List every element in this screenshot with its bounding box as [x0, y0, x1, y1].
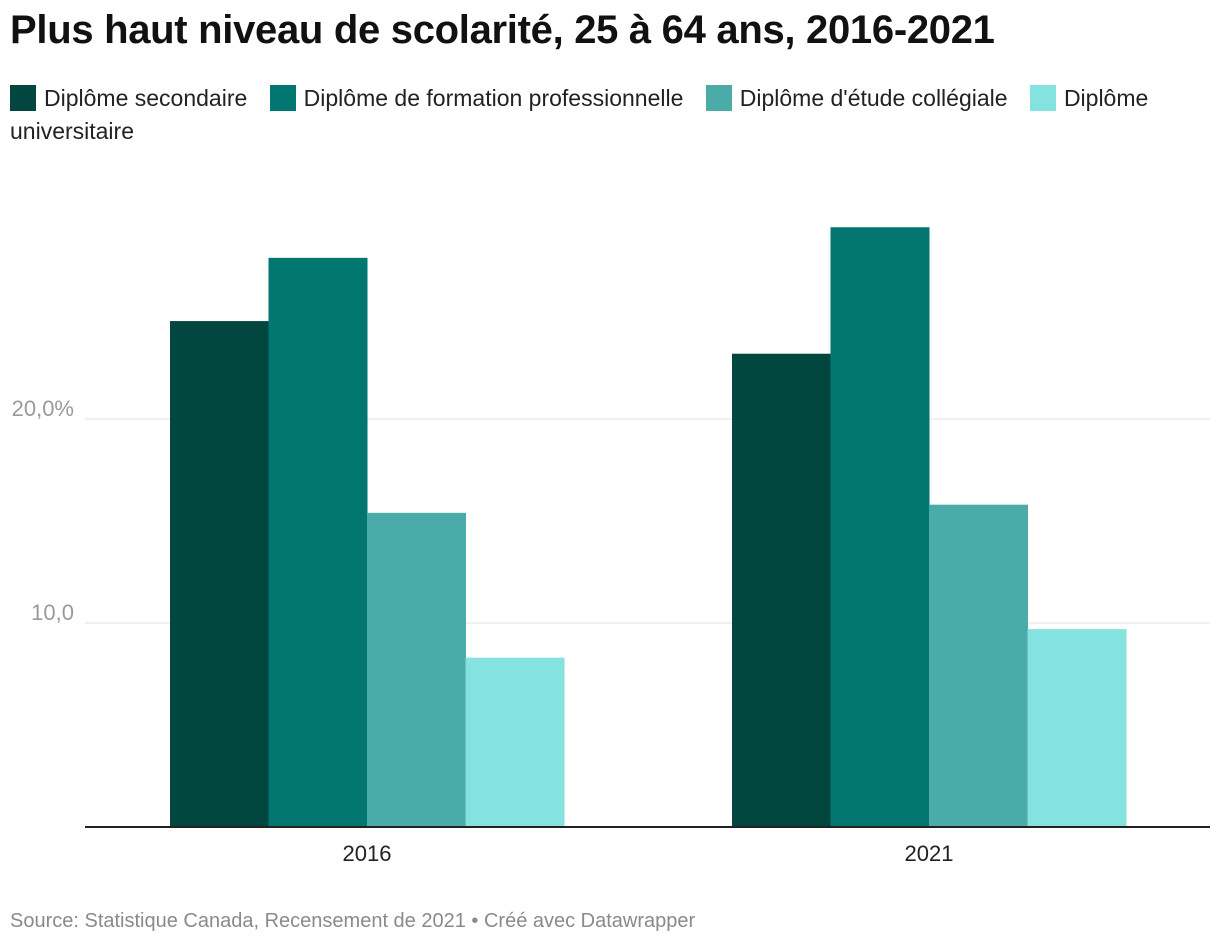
bar — [732, 353, 831, 827]
legend-swatch — [705, 85, 732, 111]
chart-title: Plus haut niveau de scolarité, 25 à 64 a… — [10, 8, 995, 52]
legend-label: Diplôme d'étude collégiale — [739, 85, 1008, 111]
legend-swatch — [269, 85, 296, 111]
source-note: Source: Statistique Canada, Recensement … — [10, 910, 696, 932]
bar — [465, 657, 565, 827]
legend-label: Diplôme de formation professionnelle — [303, 85, 684, 111]
y-tick-label: 20,0% — [12, 396, 74, 421]
x-tick-label: 2016 — [343, 841, 392, 866]
bar — [830, 227, 930, 828]
legend-swatch — [10, 85, 36, 111]
bar — [367, 512, 466, 827]
legend-label: Diplôme secondaire — [44, 85, 248, 111]
legend-item: Diplôme secondaire — [10, 85, 247, 111]
legend-swatch — [1029, 85, 1056, 111]
legend-label: Diplôme universitaire — [10, 85, 1149, 144]
legend-item: Diplôme universitaire — [10, 85, 1148, 144]
bar — [929, 504, 1028, 827]
legend-item: Diplôme d'étude collégiale — [705, 85, 1008, 111]
bar — [268, 257, 368, 828]
bar — [1027, 629, 1127, 827]
x-tick-label: 2021 — [905, 841, 954, 866]
legend: Diplôme secondaire Diplôme de formation … — [10, 82, 1200, 148]
legend-item: Diplôme de formation professionnelle — [269, 85, 684, 111]
bar — [170, 321, 269, 827]
y-tick-label: 10,0 — [31, 600, 74, 625]
